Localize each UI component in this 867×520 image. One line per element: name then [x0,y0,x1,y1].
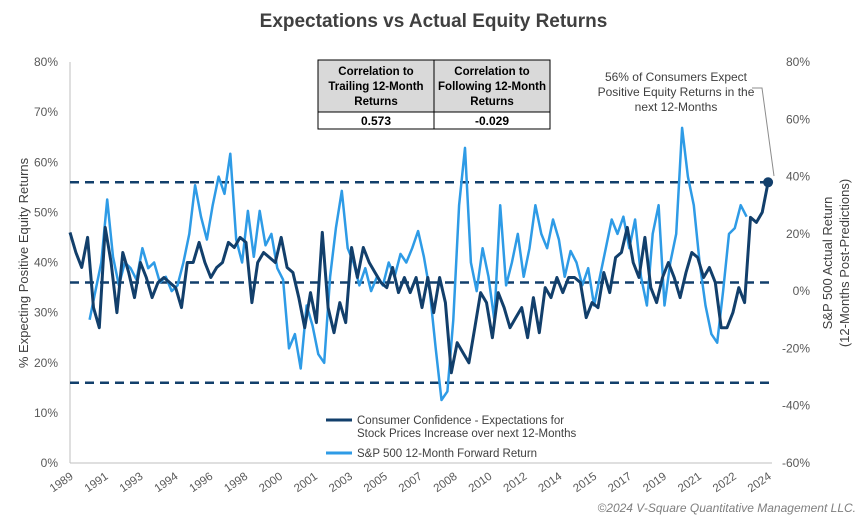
x-tick-label: 1998 [222,471,250,496]
annotation-text: 56% of Consumers Expect [605,70,748,84]
right-axis-title-line2: (12-Months Post-Predictions) [837,179,852,347]
table-header-text: Returns [354,96,397,108]
annotation-text: next 12-Months [635,100,718,114]
table-header-text: Following 12-Month [438,81,546,93]
table-value-text: 0.573 [361,114,391,128]
latest-point-marker [763,177,774,188]
x-tick-label: 2005 [362,471,390,496]
x-tick-label: 2007 [397,471,425,496]
left-tick-label: 10% [34,406,58,420]
right-tick-label: 0% [793,284,811,298]
right-tick-label: 80% [786,55,810,69]
table-header-text: Trailing 12-Month [328,81,423,93]
left-axis-title: % Expecting Positive Equity Returns [16,157,31,368]
right-tick-label: -40% [782,399,810,413]
left-tick-label: 80% [34,55,58,69]
x-tick-label: 2010 [467,471,495,496]
right-tick-label: 40% [786,170,810,184]
x-tick-label: 2003 [327,471,355,496]
right-axis-title-line1: S&P 500 Actual Return [820,197,835,330]
right-tick-label: -20% [782,341,810,355]
x-tick-label: 2000 [257,471,285,496]
x-tick-label: 1993 [118,471,146,496]
x-tick-label: 1991 [83,471,111,496]
x-tick-label: 2019 [641,471,669,496]
right-tick-label: 60% [786,112,810,126]
series-line-sp500-forward-return [88,126,748,402]
x-tick-label: 1989 [48,471,76,496]
left-tick-label: 70% [34,105,58,119]
x-tick-label: 2021 [676,471,704,496]
left-tick-label: 40% [34,256,58,270]
x-tick-label: 1996 [187,471,215,496]
annotation-text: Positive Equity Returns in the [598,85,755,99]
x-tick-label: 2012 [502,471,530,496]
right-tick-label: -60% [782,456,810,470]
table-value-cell [433,111,551,130]
x-tick-label: 2024 [746,470,774,495]
left-tick-label: 30% [34,306,58,320]
chart-title: Expectations vs Actual Equity Returns [259,11,608,32]
x-tick-label: 2001 [292,471,320,496]
left-tick-label: 20% [34,356,58,370]
copyright-text: ©2024 V-Square Quantitative Management L… [597,501,856,515]
left-tick-label: 50% [34,205,58,219]
left-tick-label: 60% [34,155,58,169]
annotation-leader-line [752,87,775,177]
table-header-cell [433,59,551,113]
table-header-text: Correlation to [454,66,529,78]
table-header-text: Correlation to [338,66,413,78]
x-tick-label: 2008 [432,471,460,496]
x-tick-label: 2015 [571,471,599,496]
right-tick-label: 20% [786,227,810,241]
x-tick-label: 1994 [153,470,181,495]
legend-label-consumer-confidence: Consumer Confidence - Expectations for [357,415,564,427]
left-tick-label: 0% [41,456,59,470]
x-tick-label: 2014 [536,470,564,495]
table-value-text: -0.029 [475,114,509,128]
legend-label-consumer-confidence: Stock Prices Increase over next 12-Month… [357,428,576,440]
series-line-consumer-confidence [68,182,770,375]
x-tick-label: 2017 [606,471,634,496]
table-header-text: Returns [470,96,513,108]
legend-label-sp500: S&P 500 12-Month Forward Return [357,448,537,460]
x-tick-label: 2022 [711,471,739,496]
